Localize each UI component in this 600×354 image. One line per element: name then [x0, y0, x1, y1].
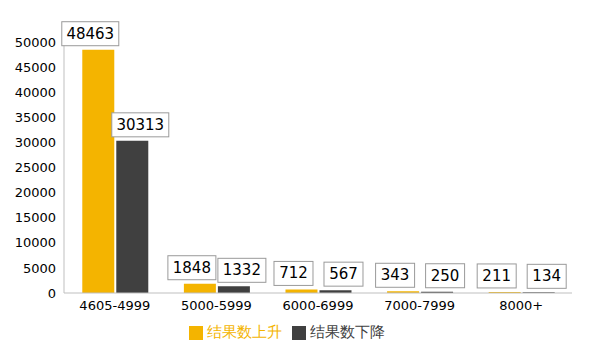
svg-text:1848: 1848	[173, 259, 211, 277]
svg-text:4605-4999: 4605-4999	[79, 298, 150, 313]
svg-text:20000: 20000	[15, 185, 56, 200]
html-text:结果数上升: 结果数上升	[207, 323, 282, 341]
svg-text:211: 211	[482, 267, 511, 285]
svg-text:343: 343	[381, 266, 410, 284]
svg-text:15000: 15000	[15, 210, 56, 225]
svg-text:45000: 45000	[15, 60, 56, 75]
svg-text:35000: 35000	[15, 110, 56, 125]
svg-text:30000: 30000	[15, 135, 56, 150]
svg-text:567: 567	[329, 265, 358, 283]
svg-text:5000-5999: 5000-5999	[181, 298, 252, 313]
svg-text:5000: 5000	[23, 261, 56, 276]
svg-text:48463: 48463	[66, 25, 114, 43]
svg-text:25000: 25000	[15, 160, 56, 175]
svg-text:0: 0	[48, 286, 56, 301]
svg-text:8000+: 8000+	[499, 298, 543, 313]
svg-text:50000: 50000	[15, 35, 56, 50]
svg-text:250: 250	[431, 267, 460, 285]
svg-text:134: 134	[532, 267, 561, 285]
svg-text:6000-6999: 6000-6999	[283, 298, 354, 313]
svg-text:7000-7999: 7000-7999	[384, 298, 455, 313]
svg-text:30313: 30313	[116, 116, 164, 134]
svg-text:10000: 10000	[15, 235, 56, 250]
svg-text:712: 712	[279, 264, 308, 282]
html-text:结果数下降: 结果数下降	[310, 323, 385, 341]
svg-text:1332: 1332	[223, 261, 261, 279]
svg-text:40000: 40000	[15, 85, 56, 100]
